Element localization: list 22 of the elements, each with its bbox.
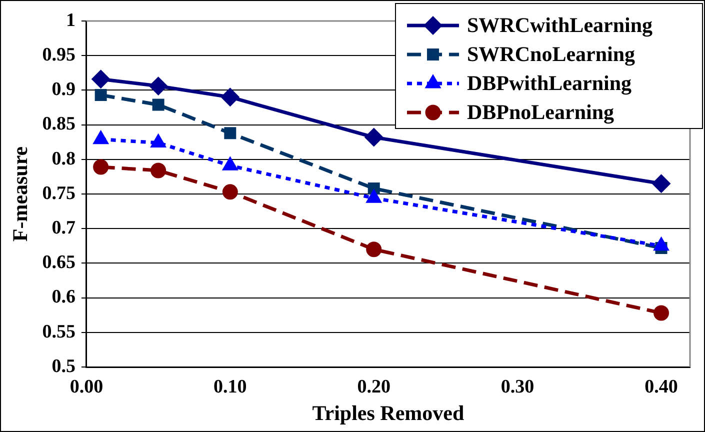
y-tick-label: 0.85 bbox=[42, 114, 76, 135]
legend-label: SWRCnoLearning bbox=[467, 42, 636, 66]
x-axis-title: Triples Removed bbox=[312, 400, 464, 425]
legend-label: DBPnoLearning bbox=[467, 100, 615, 124]
y-tick-label: 0.95 bbox=[42, 44, 76, 66]
y-tick-label: 0.7 bbox=[52, 218, 76, 239]
y-tick-label: 0.55 bbox=[42, 321, 76, 342]
y-tick-label: 0.5 bbox=[52, 356, 76, 377]
x-tick-label: 0.20 bbox=[357, 376, 390, 398]
y-tick-label: 1 bbox=[66, 10, 76, 31]
y-tick-label: 0.6 bbox=[52, 286, 76, 308]
x-tick-label: 0.40 bbox=[644, 376, 678, 398]
x-tick-label: 0.10 bbox=[214, 376, 247, 398]
y-tick-label: 0.75 bbox=[42, 182, 76, 204]
y-tick-label: 0.65 bbox=[42, 252, 76, 274]
x-tick-label: 0.00 bbox=[70, 376, 104, 398]
y-tick-label: 0.8 bbox=[52, 148, 76, 170]
y-tick-label: 0.9 bbox=[52, 79, 76, 100]
y-axis-title: F-measure bbox=[8, 146, 32, 242]
legend-label: SWRCwithLearning bbox=[467, 12, 654, 37]
legend-label: DBPwithLearning bbox=[467, 70, 632, 95]
x-tick-label: 0.30 bbox=[500, 376, 534, 398]
